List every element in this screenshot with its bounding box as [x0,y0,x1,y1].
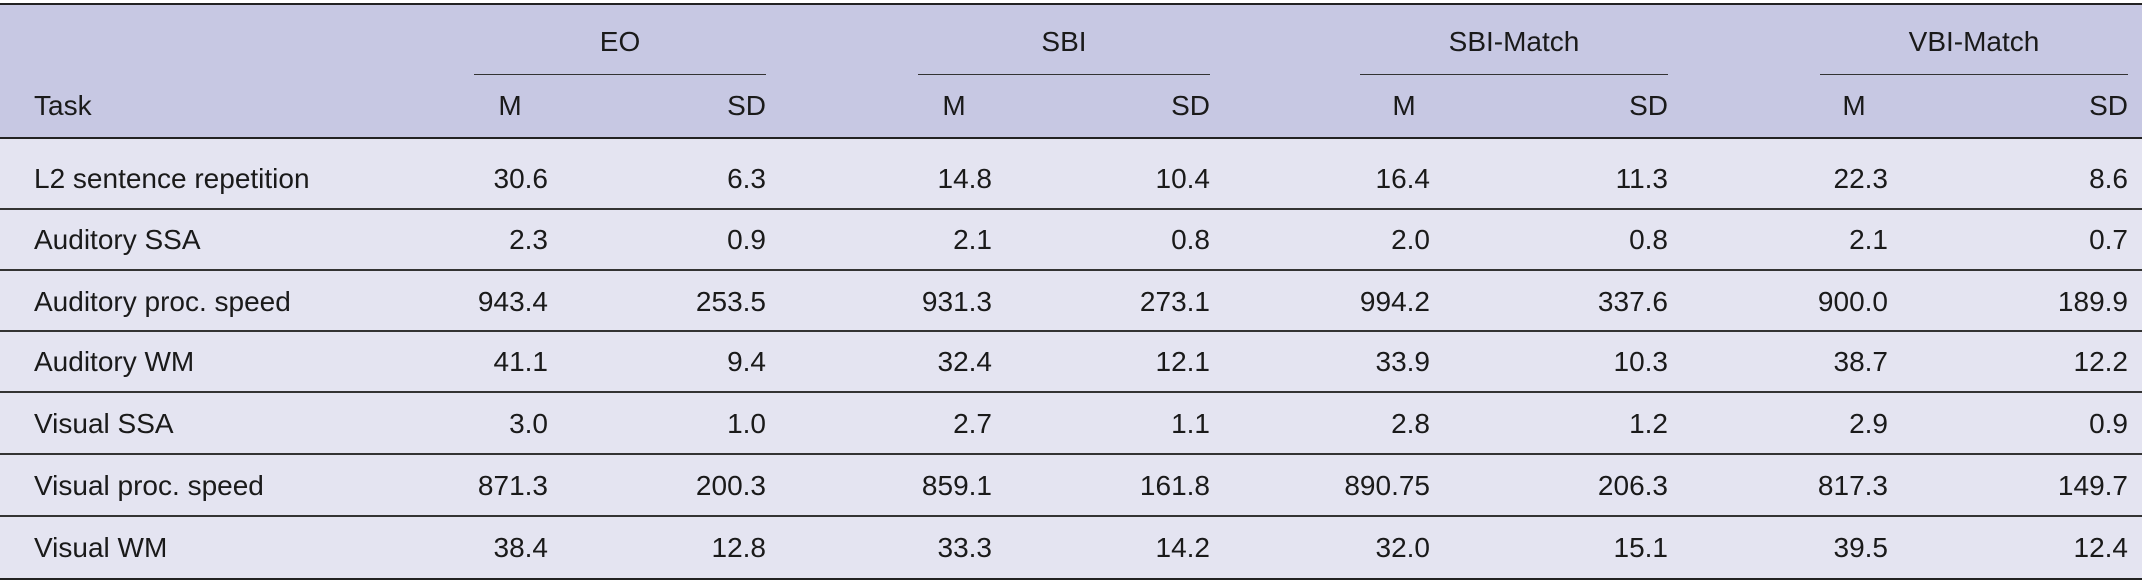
mean-cell: 900.0 [1817,286,1888,317]
sd-cell: 1.2 [1629,408,1668,439]
sd-cell: 1.1 [1171,408,1210,439]
mean-cell: 890.75 [1344,470,1430,501]
sd-cell: 12.8 [711,532,767,563]
mean-cell: 14.8 [937,163,993,194]
sd-cell: 10.3 [1613,346,1669,377]
mean-cell: 41.1 [493,346,549,377]
row-divider [0,330,2142,332]
sd-cell: 161.8 [1139,470,1210,501]
mean-cell: 32.0 [1375,532,1431,563]
sd-cell: 273.1 [1139,286,1210,317]
header-band [0,4,2142,138]
group-rule-sbi-match [1360,74,1668,75]
row-divider [0,515,2142,517]
sd-cell: 200.3 [695,470,766,501]
sbi-match-m-header: M [1392,90,1416,121]
group-rule-sbi [918,74,1210,75]
eo-sd-header: SD [727,90,766,121]
bottom-rule [0,578,2142,580]
sd-cell: 189.9 [2057,286,2128,317]
sd-cell: 0.8 [1629,224,1668,255]
mean-cell: 38.4 [493,532,549,563]
row-divider [0,453,2142,455]
mean-cell: 2.1 [953,224,992,255]
sd-cell: 0.7 [2089,224,2128,255]
row-divider [0,391,2142,393]
sd-cell: 8.6 [2089,163,2128,194]
task-cell: Visual WM [34,532,168,563]
sd-cell: 15.1 [1613,532,1669,563]
sd-cell: 149.7 [2057,470,2128,501]
sd-cell: 253.5 [695,286,766,317]
row-divider [0,269,2142,271]
mean-cell: 859.1 [921,470,992,501]
task-cell: Auditory proc. speed [34,286,291,317]
mean-cell: 32.4 [937,346,993,377]
sd-cell: 0.9 [2089,408,2128,439]
mean-cell: 3.0 [509,408,548,439]
sd-cell: 0.8 [1171,224,1210,255]
sd-cell: 6.3 [727,163,766,194]
sd-cell: 206.3 [1597,470,1668,501]
sbi-sd-header: SD [1171,90,1210,121]
mean-cell: 39.5 [1833,532,1889,563]
task-column-header: Task [34,90,92,121]
mean-cell: 2.3 [509,224,548,255]
mean-cell: 871.3 [477,470,548,501]
eo-m-header: M [498,90,522,121]
group-header-vbi-match: VBI-Match [1908,26,2040,57]
sbi-match-sd-header: SD [1629,90,1668,121]
task-cell: Visual proc. speed [34,470,264,501]
sd-cell: 337.6 [1597,286,1668,317]
sd-cell: 12.4 [2073,532,2129,563]
sd-cell: 1.0 [727,408,766,439]
sbi-m-header: M [942,90,966,121]
mean-cell: 30.6 [493,163,549,194]
mean-cell: 33.3 [937,532,993,563]
mean-cell: 38.7 [1833,346,1889,377]
row-divider [0,208,2142,210]
vbi-match-m-header: M [1842,90,1866,121]
mean-cell: 2.0 [1391,224,1430,255]
sd-cell: 11.3 [1615,163,1668,194]
task-cell: Visual SSA [34,408,174,439]
header-bottom-rule [0,137,2142,139]
mean-cell: 994.2 [1359,286,1430,317]
sd-cell: 10.4 [1155,163,1211,194]
task-cell: Auditory SSA [34,224,201,255]
group-header-sbi: SBI [1041,26,1087,57]
sd-cell: 12.2 [2073,346,2129,377]
mean-cell: 2.8 [1391,408,1430,439]
mean-cell: 931.3 [921,286,992,317]
task-cell: L2 sentence repetition [34,163,310,194]
sd-cell: 14.2 [1155,532,1211,563]
task-cell: Auditory WM [34,346,195,377]
mean-cell: 2.9 [1849,408,1888,439]
group-header-eo: EO [599,26,641,57]
mean-cell: 16.4 [1375,163,1431,194]
group-rule-eo [474,74,766,75]
mean-cell: 943.4 [477,286,548,317]
mean-cell: 2.1 [1849,224,1888,255]
top-rule [0,3,2142,5]
mean-cell: 817.3 [1817,470,1888,501]
mean-cell: 2.7 [953,408,992,439]
sd-cell: 9.4 [727,346,766,377]
group-header-sbi-match: SBI-Match [1448,26,1580,57]
mean-cell: 33.9 [1375,346,1431,377]
body-band [0,138,2142,578]
sd-cell: 0.9 [727,224,766,255]
mean-cell: 22.3 [1833,163,1889,194]
group-rule-vbi-match [1820,74,2128,75]
sd-cell: 12.1 [1155,346,1211,377]
vbi-match-sd-header: SD [2089,90,2128,121]
